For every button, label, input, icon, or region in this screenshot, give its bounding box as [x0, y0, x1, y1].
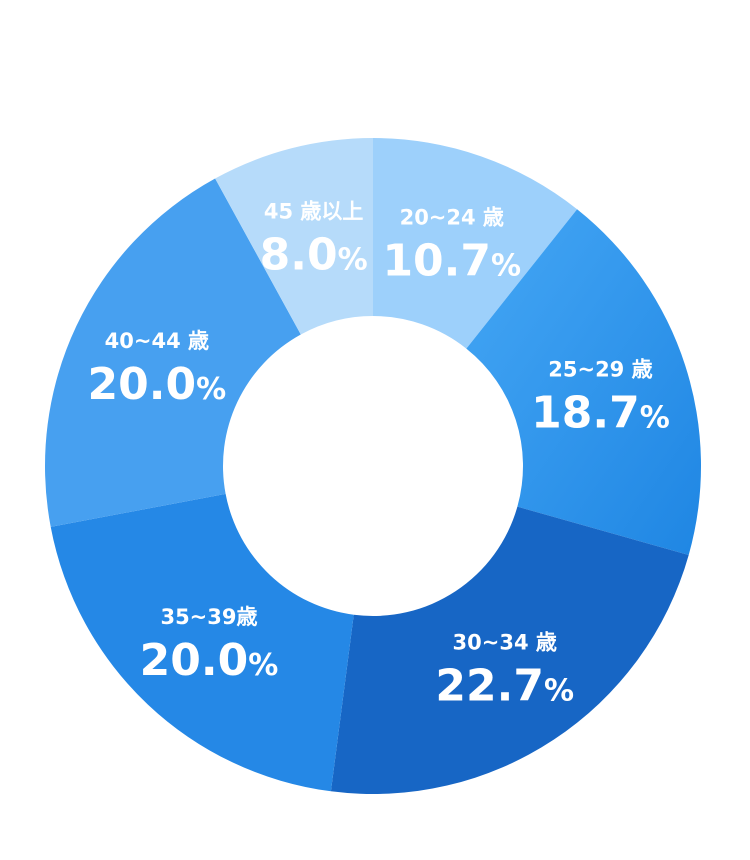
slice-value-unit: % — [248, 648, 278, 683]
slice-value-label: 20.0% — [140, 635, 279, 686]
donut-slice-6 — [215, 138, 373, 335]
slice-value-number: 22.7 — [435, 660, 544, 711]
slice-category-label: 25~29 歳 — [548, 358, 652, 382]
donut-slice-1 — [373, 138, 578, 349]
labels-group: 20~24 歳 10.7% 25~29 歳 18.7% 30~34 歳 22.7% 35~3… — [88, 199, 670, 711]
slice-value-label: 8.0% — [260, 229, 368, 280]
slice-value-label: 20.0% — [88, 359, 227, 410]
slice-value-unit: % — [196, 372, 226, 407]
slice-value-unit: % — [544, 673, 574, 708]
slice-value-unit: % — [640, 401, 670, 436]
slice-value-label: 18.7% — [531, 388, 670, 439]
slice-category-label: 45 歳以上 — [264, 199, 364, 223]
donut-slice-2 — [466, 209, 701, 555]
slices-group — [44, 138, 701, 794]
slice-value-number: 20.0 — [140, 635, 249, 686]
donut-slice-4 — [50, 493, 354, 792]
slice-value-label: 22.7% — [435, 660, 574, 711]
slice-category-label: 35~39歳 — [160, 605, 257, 629]
slice-value-unit: % — [338, 242, 368, 277]
slice-value-label: 10.7% — [382, 235, 521, 286]
slice-value-unit: % — [491, 248, 521, 283]
donut-slice-3 — [330, 506, 689, 794]
slice-value-number: 10.7 — [382, 235, 491, 286]
slice-value-number: 20.0 — [88, 359, 197, 410]
slice-value-number: 18.7 — [531, 388, 640, 439]
donut-slice-5 — [44, 178, 301, 527]
slice-value-number: 8.0 — [260, 229, 338, 280]
slice-category-label: 30~34 歳 — [453, 630, 557, 654]
slice-category-label: 40~44 歳 — [105, 329, 209, 353]
slice-category-label: 20~24 歳 — [400, 205, 504, 229]
